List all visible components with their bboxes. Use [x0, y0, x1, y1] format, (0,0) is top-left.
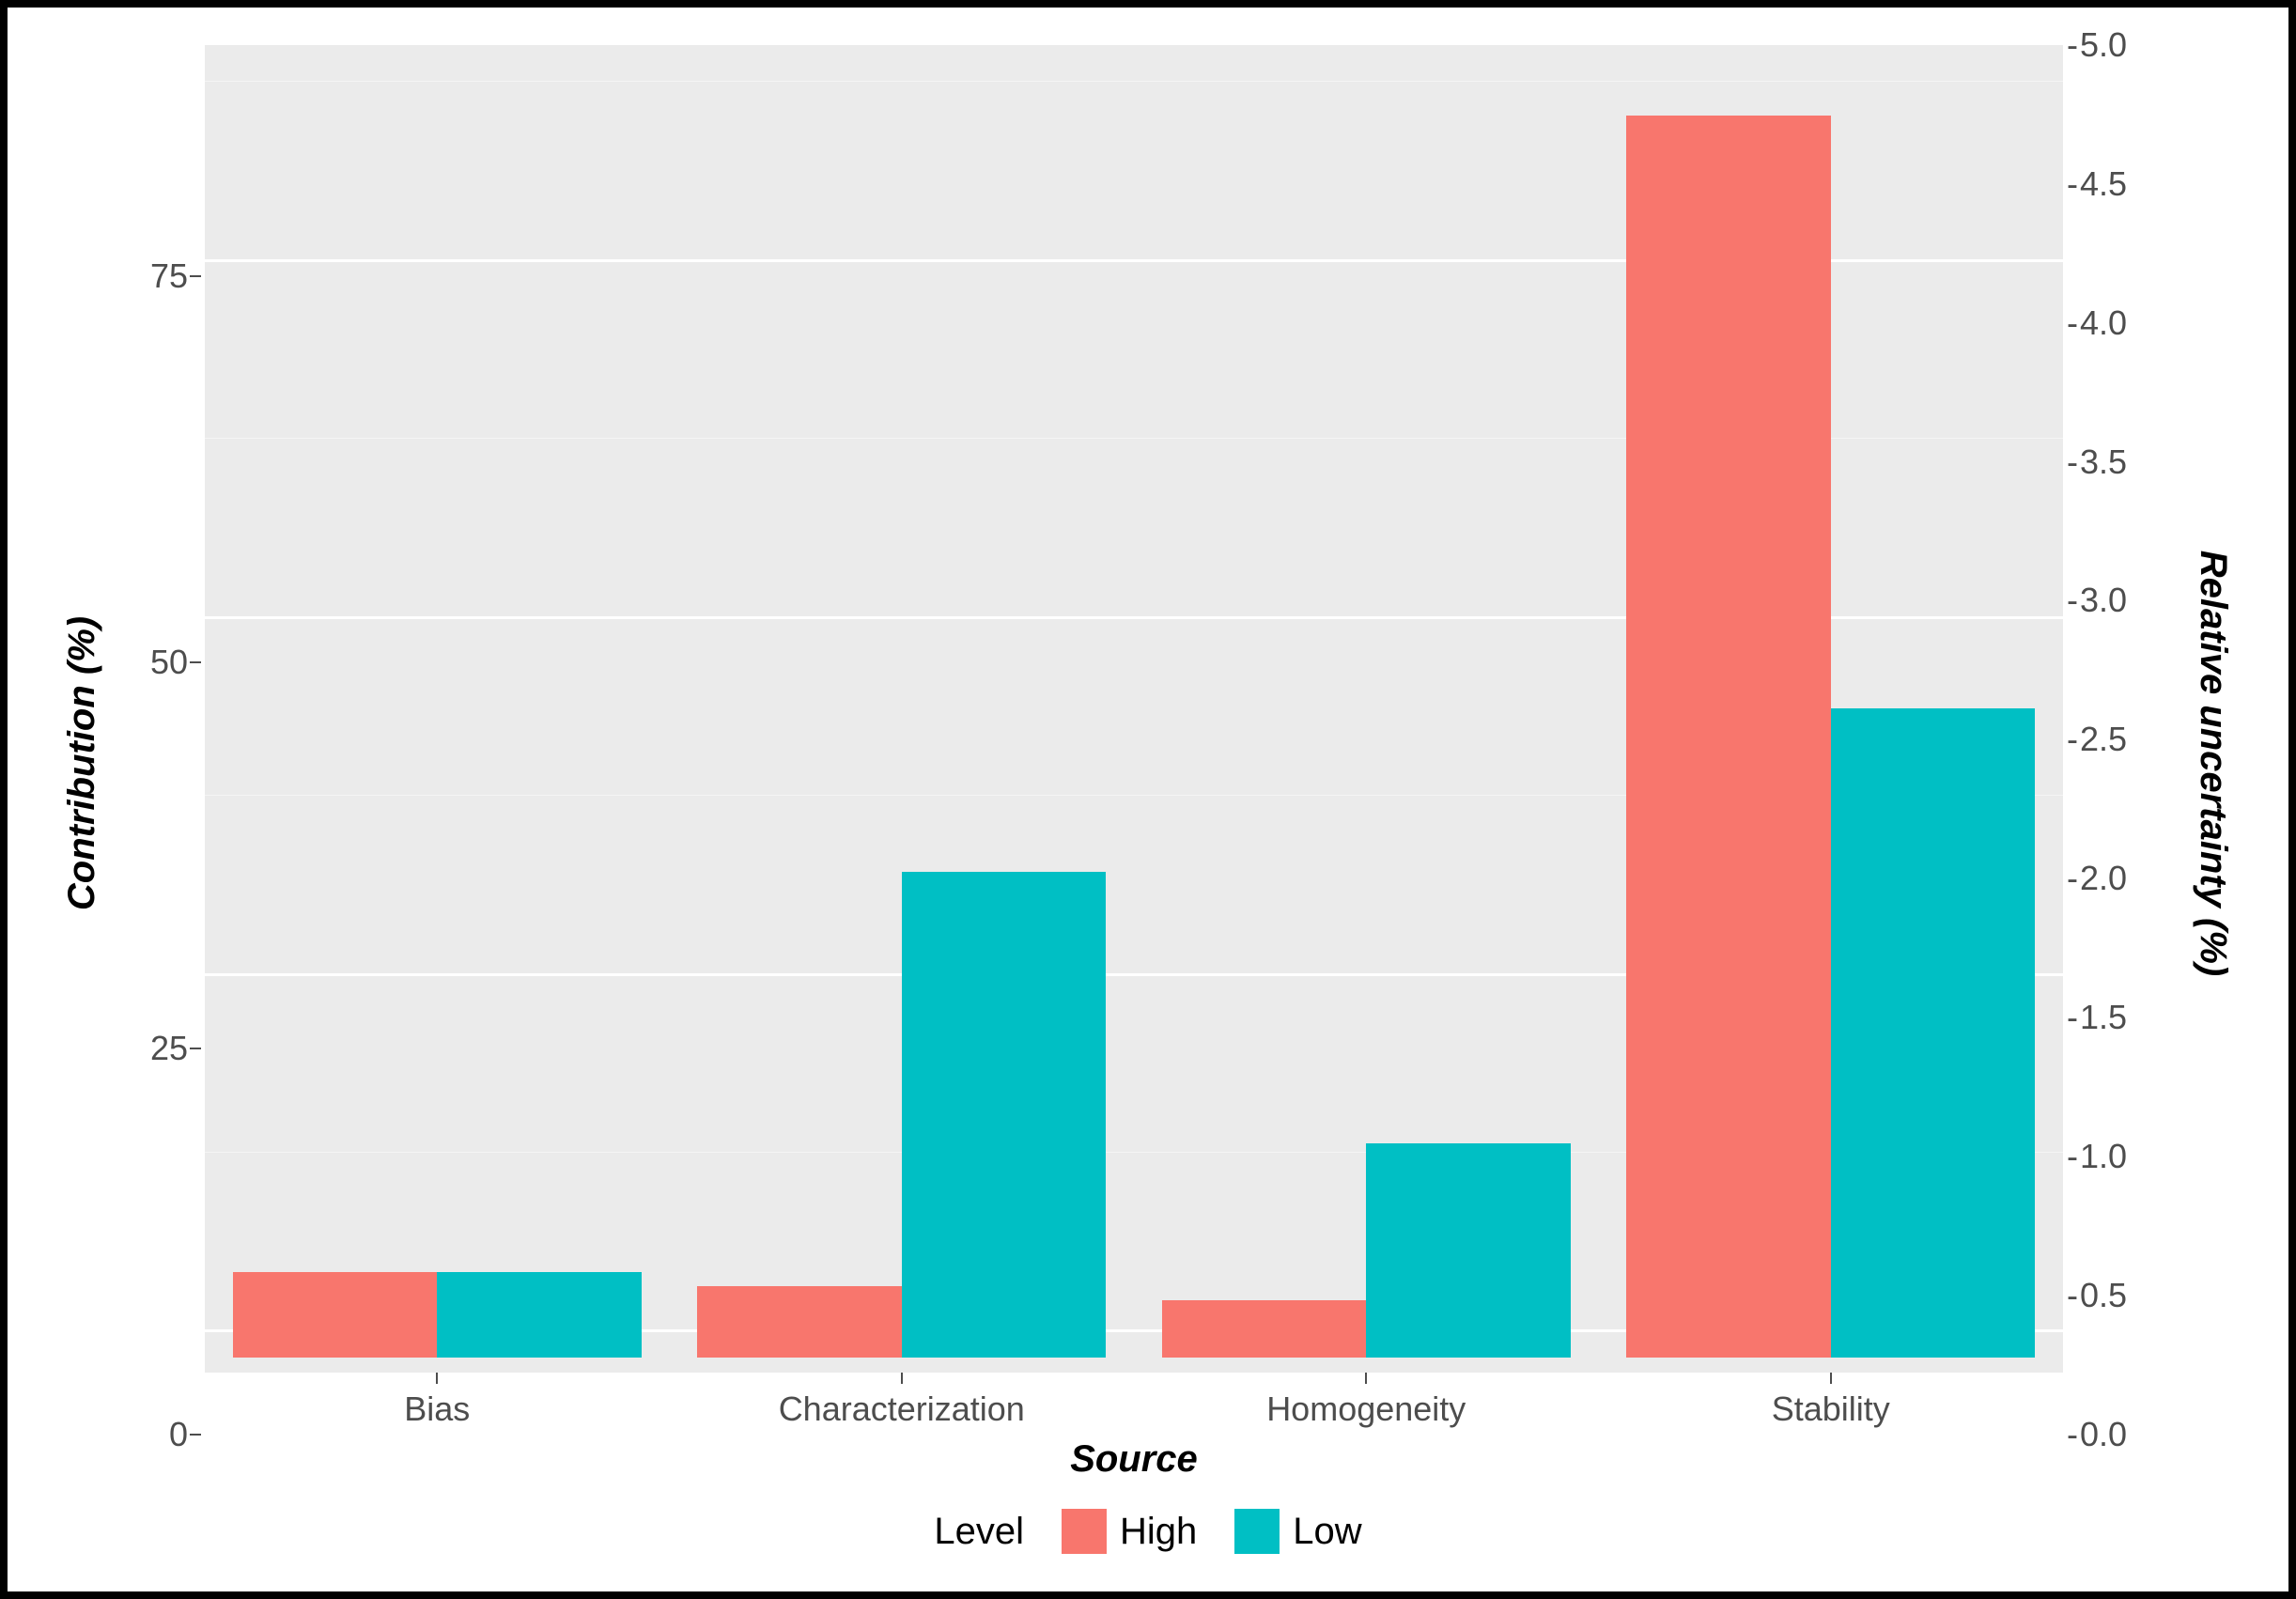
y-right-ticks: 0.00.51.01.52.02.53.03.54.04.55.0: [2063, 45, 2176, 1481]
y-left-tick: 50: [150, 643, 188, 682]
plot-panel: [205, 45, 2063, 1373]
y-right-tick: 2.0: [2080, 859, 2127, 898]
plot-panel-wrap: BiasCharacterizationHomogeneityStability…: [205, 45, 2063, 1481]
legend-item: Low: [1234, 1509, 1361, 1554]
legend-label: Low: [1293, 1511, 1361, 1553]
chart-area: Contribution (%) 0 25 50 75 BiasCharacteriz…: [45, 45, 2251, 1481]
y-right-tick: 1.5: [2080, 998, 2127, 1037]
bar-group: [205, 45, 670, 1373]
bar-group: [670, 45, 1135, 1373]
x-tick: Bias: [205, 1373, 670, 1429]
legend-title: Level: [934, 1511, 1024, 1553]
bar-group: [1134, 45, 1599, 1373]
bar: [233, 1272, 438, 1358]
bar: [902, 872, 1107, 1358]
legend-item: High: [1062, 1509, 1197, 1554]
legend-swatch: [1062, 1509, 1107, 1554]
y-right-axis-title: Relative uncertainty (%): [2193, 550, 2235, 975]
legend-items: High Low: [1062, 1509, 1362, 1554]
legend-swatch: [1234, 1509, 1280, 1554]
x-tick: Homogeneity: [1134, 1373, 1599, 1429]
y-right-label-wrap: Relative uncertainty (%): [2176, 45, 2251, 1481]
y-right-tick: 5.0: [2080, 25, 2127, 65]
x-axis-title: Source: [205, 1429, 2063, 1481]
y-left-tick: 25: [150, 1029, 188, 1068]
bar: [437, 1272, 642, 1358]
y-left-tick: 0: [169, 1415, 188, 1454]
legend: Level High Low: [45, 1481, 2251, 1554]
bar: [1626, 116, 1831, 1358]
y-right-tick: 4.0: [2080, 303, 2127, 343]
bar-group: [1599, 45, 2064, 1373]
bar: [1831, 708, 2036, 1358]
y-right-tick: 1.0: [2080, 1137, 2127, 1176]
y-right-tick: 3.5: [2080, 442, 2127, 482]
y-right-tick: 0.5: [2080, 1276, 2127, 1315]
y-left-label-wrap: Contribution (%): [45, 45, 120, 1481]
y-right-tick: 2.5: [2080, 720, 2127, 759]
bar: [1366, 1143, 1571, 1358]
y-right-tick: 3.0: [2080, 581, 2127, 620]
y-right-tick: 4.5: [2080, 164, 2127, 204]
chart-frame: Contribution (%) 0 25 50 75 BiasCharacteriz…: [0, 0, 2296, 1599]
y-left-axis-title: Contribution (%): [62, 615, 104, 909]
bar: [697, 1286, 902, 1358]
x-axis: BiasCharacterizationHomogeneityStability: [205, 1373, 2063, 1429]
y-left-ticks: 0 25 50 75: [120, 45, 205, 1481]
bar: [1162, 1300, 1367, 1358]
y-right-tick: 0.0: [2080, 1415, 2127, 1454]
bars-layer: [205, 45, 2063, 1373]
x-tick: Characterization: [670, 1373, 1135, 1429]
y-left-tick: 75: [150, 256, 188, 296]
legend-label: High: [1120, 1511, 1197, 1553]
x-tick: Stability: [1599, 1373, 2064, 1429]
